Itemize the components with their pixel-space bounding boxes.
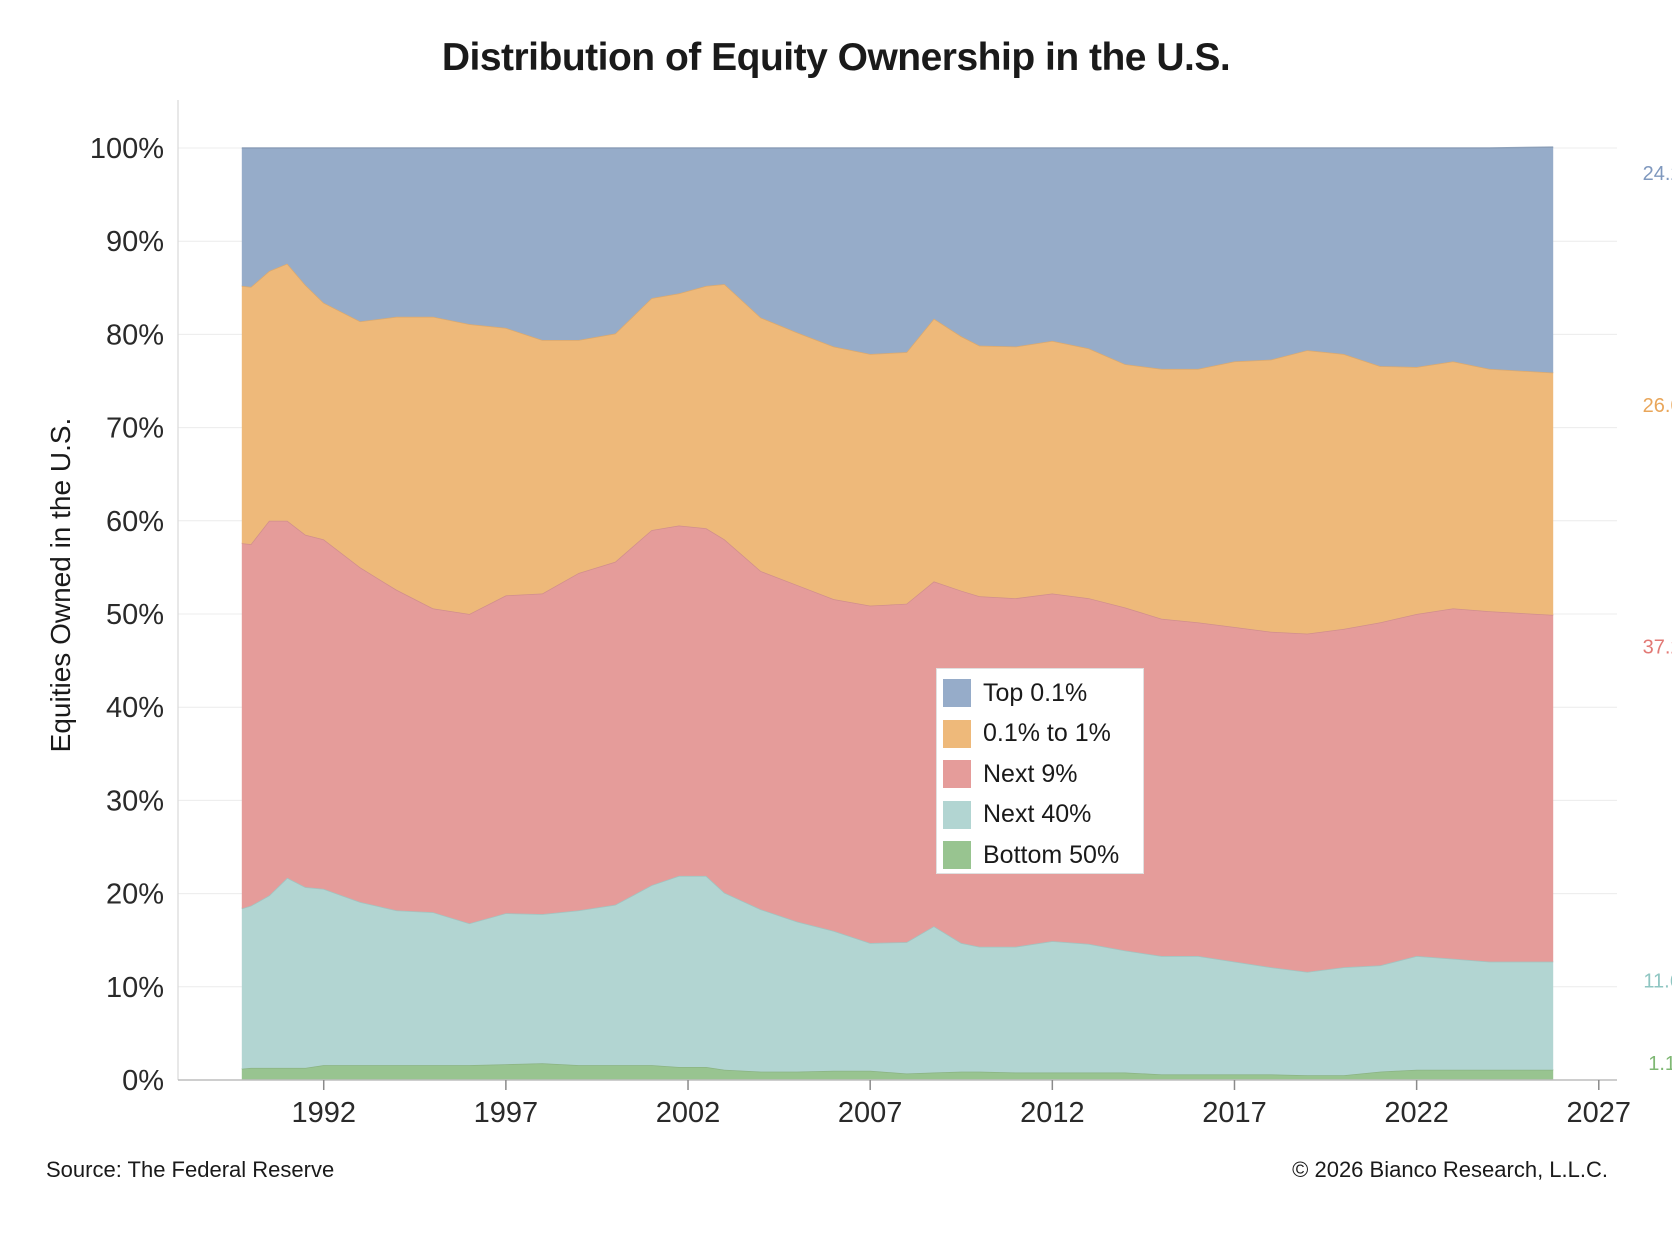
area-edge-top-0-1 bbox=[241, 146, 1554, 149]
y-tick-label: 10% bbox=[106, 972, 164, 1004]
source-note: Source: The Federal Reserve bbox=[46, 1157, 335, 1182]
legend-item-next-40: Next 40% bbox=[943, 795, 1143, 836]
chart-title: Distribution of Equity Ownership in the … bbox=[441, 36, 1231, 79]
end-label: 37.2% bbox=[1643, 637, 1672, 659]
y-tick-label: 30% bbox=[106, 785, 164, 817]
y-tick-label: 20% bbox=[106, 879, 164, 911]
y-tick-label: 80% bbox=[106, 319, 164, 351]
y-tick-label: 100% bbox=[90, 133, 164, 165]
x-tick-label: 2007 bbox=[838, 1097, 903, 1129]
end-label: 26.0% bbox=[1643, 395, 1672, 417]
x-tick-label: 2012 bbox=[1020, 1097, 1085, 1129]
y-tick-label: 60% bbox=[106, 506, 164, 538]
end-label: 11.6% bbox=[1643, 970, 1672, 992]
x-tick-label: 2027 bbox=[1567, 1097, 1632, 1129]
x-tick-label: 1997 bbox=[474, 1097, 539, 1129]
y-axis-title: Equities Owned in the U.S. bbox=[45, 418, 76, 753]
legend-item-0-1-to-1: 0.1% to 1% bbox=[943, 714, 1143, 755]
legend-label-next-9: Next 9% bbox=[983, 759, 1078, 788]
legend-item-top-0-1: Top 0.1% bbox=[943, 673, 1143, 714]
end-value-labels: 24.2% 26.0% 37.2% 11.6% 1.1% bbox=[1643, 163, 1672, 1075]
y-tick-label: 90% bbox=[106, 226, 164, 258]
legend-label-next-40: Next 40% bbox=[983, 800, 1092, 829]
axes: 0% 10% 20% 30% 40% 50% 60% 70% 80% 90% 100% 1992 199… bbox=[90, 100, 1631, 1129]
area-top-0-1 bbox=[241, 147, 1554, 373]
area-0-1-to-1 bbox=[241, 263, 1554, 634]
legend-label-top-0-1: Top 0.1% bbox=[983, 678, 1088, 707]
legend: Top 0.1% 0.1% to 1% Next 9% Next 40% Bot… bbox=[936, 668, 1144, 874]
x-tick-label: 2002 bbox=[656, 1097, 721, 1129]
stacked-areas bbox=[241, 146, 1554, 1080]
y-tick-label: 70% bbox=[106, 413, 164, 445]
legend-swatch-next-40 bbox=[943, 800, 971, 829]
legend-item-bottom-50: Bottom 50% bbox=[943, 835, 1143, 876]
legend-swatch-0-1-to-1 bbox=[943, 719, 971, 748]
legend-swatch-next-9 bbox=[943, 760, 971, 789]
area-next-40 bbox=[241, 875, 1554, 1076]
end-label: 24.2% bbox=[1643, 163, 1672, 185]
area-next-9 bbox=[241, 520, 1554, 972]
legend-swatch-top-0-1 bbox=[943, 679, 971, 708]
legend-swatch-bottom-50 bbox=[943, 841, 971, 870]
copyright-note: © 2026 Bianco Research, L.L.C. bbox=[1292, 1157, 1608, 1182]
end-label: 1.1% bbox=[1648, 1053, 1672, 1075]
y-tick-label: 50% bbox=[106, 599, 164, 631]
legend-label-bottom-50: Bottom 50% bbox=[983, 840, 1120, 869]
area-bottom-50 bbox=[241, 1063, 1554, 1080]
x-tick-label: 1992 bbox=[291, 1097, 356, 1129]
legend-label-0-1-to-1: 0.1% to 1% bbox=[983, 719, 1111, 748]
y-tick-label: 40% bbox=[106, 692, 164, 724]
y-tick-label: 0% bbox=[122, 1065, 164, 1097]
legend-item-next-9: Next 9% bbox=[943, 754, 1143, 795]
x-tick-label: 2022 bbox=[1384, 1097, 1449, 1129]
x-tick-label: 2017 bbox=[1202, 1097, 1267, 1129]
